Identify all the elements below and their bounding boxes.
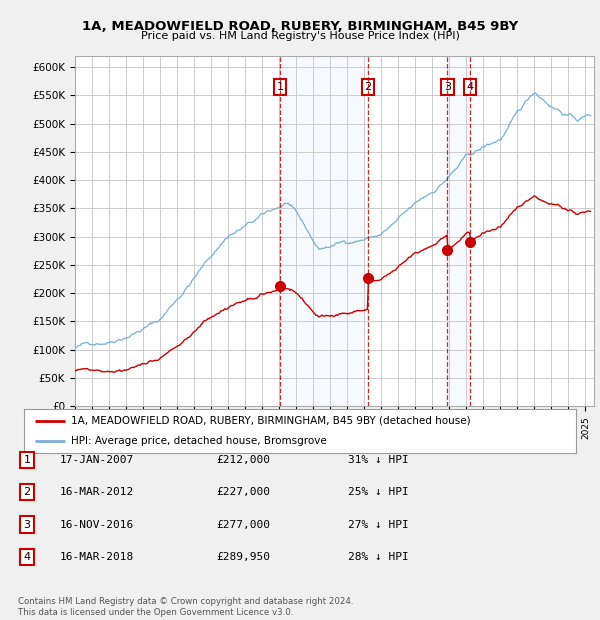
Text: 3: 3 <box>23 520 31 529</box>
Text: 2: 2 <box>364 82 371 92</box>
Bar <box>280 56 368 406</box>
Text: 4: 4 <box>466 82 473 92</box>
Text: 3: 3 <box>444 82 451 92</box>
Text: 1A, MEADOWFIELD ROAD, RUBERY, BIRMINGHAM, B45 9BY: 1A, MEADOWFIELD ROAD, RUBERY, BIRMINGHAM… <box>82 20 518 33</box>
Text: 1A, MEADOWFIELD ROAD, RUBERY, BIRMINGHAM, B45 9BY (detached house): 1A, MEADOWFIELD ROAD, RUBERY, BIRMINGHAM… <box>71 416 470 426</box>
Text: 4: 4 <box>23 552 31 562</box>
Text: 31% ↓ HPI: 31% ↓ HPI <box>348 455 409 465</box>
Text: HPI: Average price, detached house, Bromsgrove: HPI: Average price, detached house, Brom… <box>71 436 326 446</box>
Bar <box>448 56 470 406</box>
Text: Contains HM Land Registry data © Crown copyright and database right 2024.
This d: Contains HM Land Registry data © Crown c… <box>18 598 353 617</box>
Text: 16-NOV-2016: 16-NOV-2016 <box>60 520 134 529</box>
Text: 16-MAR-2012: 16-MAR-2012 <box>60 487 134 497</box>
Text: £289,950: £289,950 <box>216 552 270 562</box>
Text: £277,000: £277,000 <box>216 520 270 529</box>
Text: 1: 1 <box>277 82 283 92</box>
Text: 28% ↓ HPI: 28% ↓ HPI <box>348 552 409 562</box>
Text: 16-MAR-2018: 16-MAR-2018 <box>60 552 134 562</box>
Text: Price paid vs. HM Land Registry's House Price Index (HPI): Price paid vs. HM Land Registry's House … <box>140 31 460 41</box>
Text: £212,000: £212,000 <box>216 455 270 465</box>
Text: 27% ↓ HPI: 27% ↓ HPI <box>348 520 409 529</box>
Text: 2: 2 <box>23 487 31 497</box>
Text: 25% ↓ HPI: 25% ↓ HPI <box>348 487 409 497</box>
Text: 1: 1 <box>23 455 31 465</box>
Text: £227,000: £227,000 <box>216 487 270 497</box>
Text: 17-JAN-2007: 17-JAN-2007 <box>60 455 134 465</box>
